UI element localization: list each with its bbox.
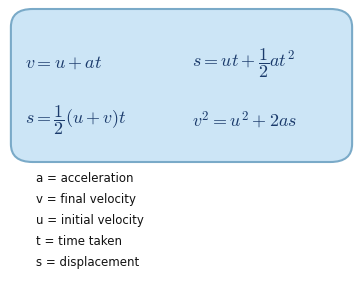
- Text: $s = \dfrac{1}{2}(u + v)t$: $s = \dfrac{1}{2}(u + v)t$: [25, 103, 127, 137]
- Text: s = displacement: s = displacement: [36, 256, 139, 269]
- Text: v = final velocity: v = final velocity: [36, 193, 136, 206]
- Text: t = time taken: t = time taken: [36, 235, 122, 248]
- Text: a = acceleration: a = acceleration: [36, 172, 134, 185]
- FancyBboxPatch shape: [11, 9, 352, 162]
- Text: $s = ut + \dfrac{1}{2}at^2$: $s = ut + \dfrac{1}{2}at^2$: [192, 46, 295, 80]
- Text: $v^2 = u^2 + 2as$: $v^2 = u^2 + 2as$: [192, 110, 297, 130]
- Text: $v = u + at$: $v = u + at$: [25, 54, 103, 72]
- Text: u = initial velocity: u = initial velocity: [36, 214, 144, 227]
